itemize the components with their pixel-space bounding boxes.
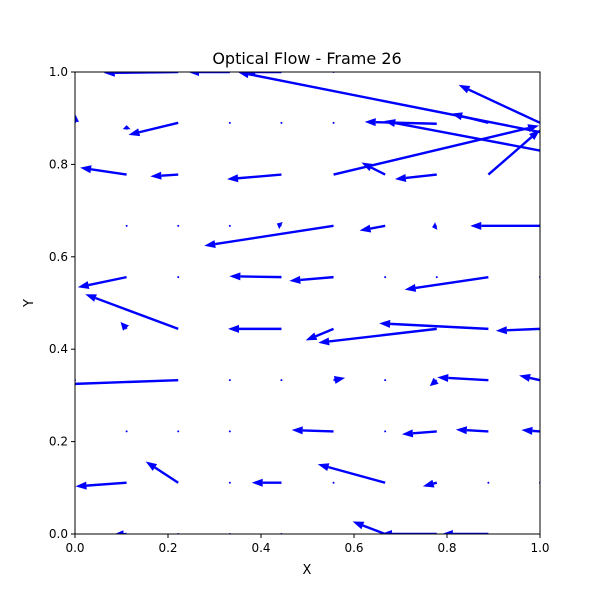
- x-axis: 0.0 0.2 0.4 0.6 0.8 1.0: [65, 534, 550, 555]
- flow-vector: [332, 121, 335, 124]
- vector-field: [75, 72, 540, 534]
- flow-vector: [384, 276, 387, 279]
- flow-vector: [150, 171, 179, 180]
- y-tick-label: 0.6: [49, 250, 68, 264]
- flow-vector: [177, 430, 180, 433]
- flow-vector: [429, 377, 439, 387]
- flow-vector: [280, 379, 283, 382]
- flow-vector: [128, 121, 179, 137]
- flow-vector: [435, 276, 438, 279]
- flow-vector: [114, 530, 127, 534]
- x-tick-label: 0.4: [251, 541, 270, 555]
- flow-vector: [229, 272, 282, 281]
- flow-vector: [103, 72, 179, 77]
- flow-vector: [228, 481, 231, 484]
- flow-vector: [125, 430, 128, 433]
- flow-vector: [145, 461, 179, 484]
- flow-vector: [352, 521, 386, 534]
- x-tick-label: 0.8: [437, 541, 456, 555]
- flow-vector: [401, 429, 437, 438]
- y-tick-label: 1.0: [49, 65, 68, 79]
- flow-vector: [289, 275, 334, 284]
- flow-vector: [122, 125, 131, 130]
- flow-vector: [305, 327, 334, 341]
- flow-vector: [227, 173, 282, 183]
- y-tick-label: 0.0: [49, 527, 68, 541]
- flow-vector: [441, 530, 489, 534]
- chart-title: Optical Flow - Frame 26: [212, 49, 401, 68]
- flow-vector: [379, 319, 489, 331]
- flow-vector: [187, 72, 230, 76]
- flow-vector: [317, 463, 386, 484]
- y-tick-label: 0.2: [49, 435, 68, 449]
- flow-vector: [333, 375, 346, 384]
- x-tick-label: 0.0: [65, 541, 84, 555]
- y-axis-label: Y: [22, 299, 37, 308]
- x-tick-label: 0.2: [158, 541, 177, 555]
- flow-vector: [228, 121, 231, 124]
- flow-vector: [422, 479, 438, 488]
- flow-vector: [487, 481, 490, 484]
- flow-vector: [470, 221, 540, 230]
- flow-vector: [432, 222, 438, 230]
- flow-vector: [75, 481, 127, 490]
- flow-vector: [291, 426, 334, 435]
- flow-vector: [521, 426, 540, 435]
- flow-vector: [455, 426, 489, 435]
- flow-vector: [332, 481, 335, 484]
- flow-vector: [451, 112, 489, 124]
- flow-vector: [204, 224, 334, 248]
- flow-vector: [384, 430, 387, 433]
- y-tick-label: 0.4: [49, 342, 68, 356]
- y-axis: 0.0 0.2 0.4 0.6 0.8 1.0: [49, 65, 75, 541]
- flow-vector: [384, 379, 387, 382]
- flow-vector: [228, 224, 231, 227]
- y-tick-label: 0.8: [49, 157, 68, 171]
- plot-frame: [74, 71, 541, 535]
- flow-vector: [85, 294, 179, 330]
- flow-vector: [227, 324, 282, 333]
- flow-vector: [404, 275, 489, 292]
- flow-vector: [364, 118, 437, 127]
- flow-vector: [495, 326, 540, 335]
- flow-vector: [276, 222, 283, 230]
- flow-vector: [318, 327, 437, 346]
- flow-vector: [384, 119, 540, 152]
- flow-vector: [487, 129, 540, 176]
- x-tick-label: 1.0: [530, 541, 549, 555]
- flow-vector: [361, 162, 386, 176]
- flow-vector: [519, 373, 540, 382]
- flow-vector: [458, 84, 540, 124]
- flow-vector: [228, 379, 231, 382]
- flow-vector: [228, 430, 231, 433]
- flow-vector: [80, 165, 127, 176]
- flow-vector: [394, 173, 437, 182]
- flow-vector: [280, 121, 283, 124]
- flow-vector: [177, 276, 180, 279]
- flow-vector: [237, 72, 540, 134]
- x-tick-label: 0.6: [344, 541, 363, 555]
- flow-vector: [75, 113, 79, 123]
- x-axis-label: X: [303, 563, 312, 578]
- flow-vector: [437, 373, 489, 382]
- flow-vector: [120, 321, 130, 331]
- flow-vector: [359, 224, 386, 233]
- flow-vector: [125, 224, 128, 227]
- flow-vector: [177, 224, 180, 227]
- flow-vector: [251, 478, 282, 487]
- flow-vector: [75, 378, 179, 386]
- flow-vector: [380, 530, 437, 534]
- flow-vector: [77, 275, 127, 289]
